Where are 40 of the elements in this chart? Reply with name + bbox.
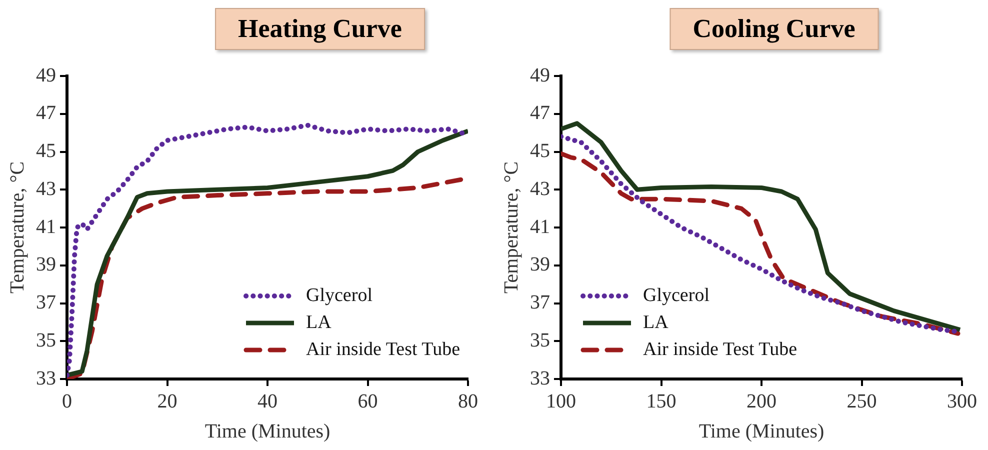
legend-label: Glycerol: [306, 284, 372, 308]
x-axis-title: Time (Minutes): [204, 420, 330, 442]
x-axis-title: Time (Minutes): [698, 420, 824, 442]
x-tick-label: 0: [62, 390, 72, 412]
y-tick-label: 41: [36, 216, 56, 238]
y-tick-label: 43: [530, 178, 550, 200]
y-tick-label: 35: [530, 329, 550, 352]
x-tick-label: 150: [646, 390, 676, 412]
y-tick-label: 37: [530, 292, 550, 314]
y-tick-label: 33: [530, 367, 550, 390]
y-tick-label: 41: [530, 216, 550, 238]
y-axis-title: Temperature, °C: [6, 161, 28, 294]
y-tick-label: 49: [36, 64, 56, 86]
y-tick-label: 45: [36, 140, 56, 162]
x-tick-label: 60: [358, 390, 378, 412]
y-tick-label: 45: [530, 140, 550, 162]
x-tick-label: 40: [258, 390, 278, 412]
chart-title: Heating Curve: [215, 8, 425, 50]
chart-title: Cooling Curve: [670, 8, 878, 50]
x-tick-label: 300: [947, 390, 977, 412]
legend-label: LA: [306, 311, 332, 335]
y-tick-label: 39: [36, 254, 56, 276]
y-tick-label: 47: [36, 102, 56, 124]
legend-label: Air inside Test Tube: [643, 338, 798, 362]
y-tick-label: 39: [530, 254, 550, 276]
y-axis-title: Temperature, °C: [500, 161, 522, 294]
x-tick-label: 250: [846, 390, 877, 412]
y-tick-label: 47: [530, 102, 550, 124]
y-tick-label: 37: [36, 292, 56, 314]
y-tick-label: 35: [36, 329, 56, 352]
y-tick-label: 43: [36, 178, 56, 200]
x-tick-label: 200: [746, 390, 776, 412]
x-tick-label: 100: [546, 390, 576, 412]
x-tick-label: 20: [157, 390, 178, 412]
legend-label: Glycerol: [643, 284, 710, 308]
y-tick-label: 33: [36, 367, 56, 390]
y-tick-label: 49: [530, 64, 550, 86]
legend-label: Air inside Test Tube: [306, 338, 460, 362]
x-tick-label: 80: [458, 390, 478, 412]
legend-label: LA: [643, 311, 668, 335]
